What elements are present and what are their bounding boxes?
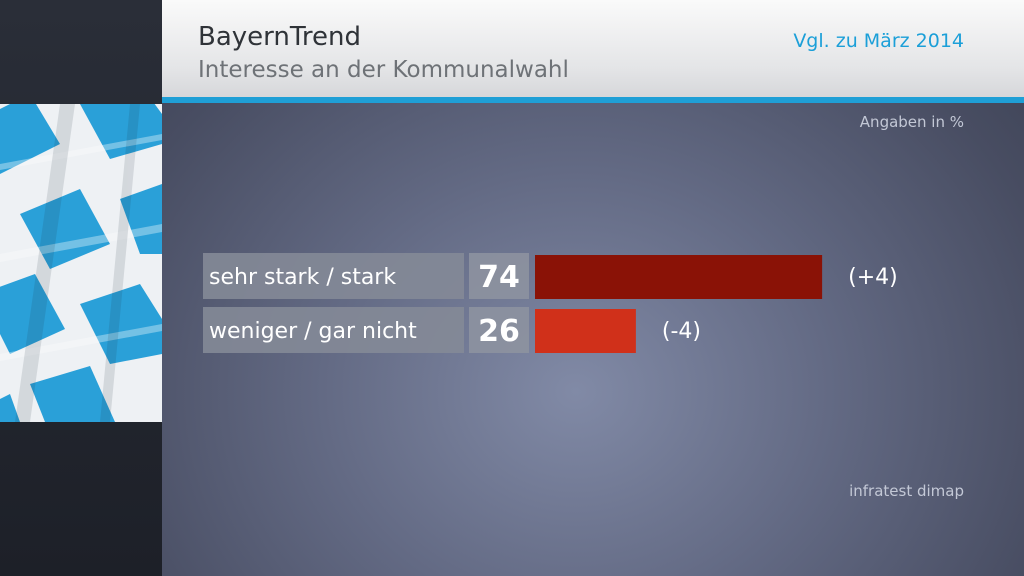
header-accent-line [162,97,1024,103]
header: BayernTrend Interesse an der Kommunalwah… [162,0,1024,97]
bar [535,309,636,353]
value-box [469,253,529,299]
value-box [469,307,529,353]
change-label: (-4) [662,319,701,344]
bar-chart: sehr stark / stark 74 (+4) weniger / gar ni… [203,253,898,353]
comparison-label: Vgl. zu März 2014 [793,30,964,52]
category-label: sehr stark / stark [209,265,396,290]
units-label: Angaben in % [859,113,964,131]
category-label-box [203,307,464,353]
value-label: 26 [478,314,520,349]
chart-panel: BayernTrend Interesse an der Kommunalwah… [162,0,1024,576]
category-label-box [203,253,464,299]
category-label: weniger / gar nicht [209,319,417,344]
bavarian-flag-image [0,104,162,422]
page-title: BayernTrend [198,22,362,52]
bar [535,255,823,299]
source-label: infratest dimap [849,482,964,500]
change-label: (+4) [848,265,898,290]
page-subtitle: Interesse an der Kommunalwahl [198,57,569,83]
value-label: 74 [478,260,520,295]
